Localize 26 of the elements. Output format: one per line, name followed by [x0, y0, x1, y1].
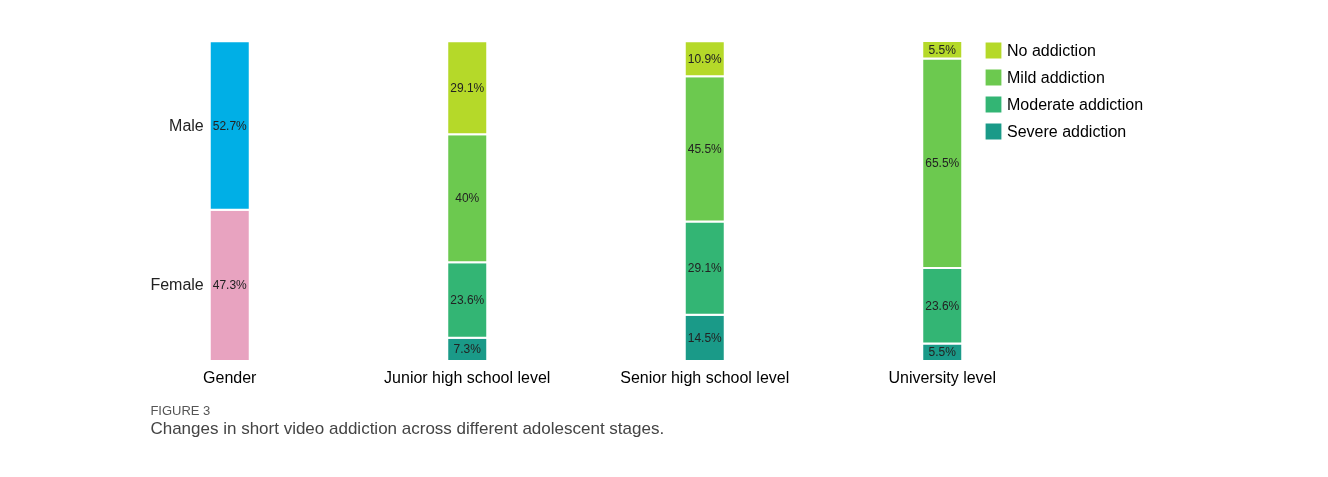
data-label: 45.5% — [687, 141, 723, 156]
data-label: 29.1% — [687, 261, 723, 276]
data-label: 29.1% — [450, 80, 485, 95]
series-label: Female — [150, 276, 204, 294]
data-label: 14.5% — [687, 330, 723, 345]
data-label: 23.6% — [450, 292, 485, 307]
data-label: 7.3% — [453, 342, 482, 357]
legend-label: No addiction — [1007, 41, 1096, 59]
data-label: 5.5% — [928, 42, 957, 57]
series-label: Male — [169, 116, 204, 134]
category-label: University level — [888, 368, 997, 386]
legend-label: Moderate addiction — [1007, 95, 1144, 113]
data-label: 10.9% — [687, 51, 723, 66]
data-label: 23.6% — [925, 298, 960, 313]
data-label: 52.7% — [212, 118, 248, 133]
category-label: Senior high school level — [620, 368, 790, 386]
data-label: 65.5% — [925, 156, 960, 171]
legend-label: Mild addiction — [1007, 68, 1105, 86]
legend-label: Severe addiction — [1007, 122, 1127, 140]
category-label: Gender — [203, 368, 258, 386]
caption: FIGURE 3 — [150, 403, 211, 418]
data-label: 40% — [455, 191, 480, 206]
category-label: Junior high school level — [384, 368, 551, 386]
data-label: 47.3% — [212, 278, 248, 293]
data-label: 5.5% — [928, 345, 957, 360]
text: Changes in short video addiction across different adolescent stages. — [150, 419, 665, 438]
